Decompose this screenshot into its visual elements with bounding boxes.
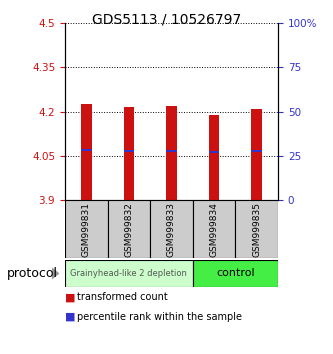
Bar bbox=[65, 200, 108, 258]
Bar bbox=[81, 149, 92, 152]
Bar bbox=[193, 260, 278, 287]
Bar bbox=[150, 200, 193, 258]
Text: percentile rank within the sample: percentile rank within the sample bbox=[77, 312, 241, 322]
Text: Grainyhead-like 2 depletion: Grainyhead-like 2 depletion bbox=[71, 269, 187, 278]
Text: GSM999835: GSM999835 bbox=[252, 202, 261, 257]
Bar bbox=[65, 260, 193, 287]
Bar bbox=[251, 109, 262, 200]
Bar bbox=[209, 115, 219, 200]
Bar bbox=[81, 104, 92, 200]
Bar bbox=[124, 107, 134, 200]
Bar bbox=[235, 200, 278, 258]
Bar bbox=[124, 150, 134, 152]
Text: GSM999833: GSM999833 bbox=[167, 202, 176, 257]
Bar bbox=[166, 150, 177, 152]
Bar bbox=[209, 151, 219, 153]
Text: GSM999832: GSM999832 bbox=[124, 202, 134, 257]
Bar bbox=[193, 200, 235, 258]
Bar bbox=[166, 106, 177, 200]
Text: GSM999831: GSM999831 bbox=[82, 202, 91, 257]
Bar bbox=[108, 200, 150, 258]
Polygon shape bbox=[52, 267, 60, 280]
Bar bbox=[251, 150, 262, 152]
Text: GDS5113 / 10526797: GDS5113 / 10526797 bbox=[92, 12, 241, 27]
Text: ■: ■ bbox=[65, 292, 76, 302]
Text: control: control bbox=[216, 268, 255, 279]
Text: protocol: protocol bbox=[7, 267, 58, 280]
Text: GSM999834: GSM999834 bbox=[209, 202, 219, 257]
Text: transformed count: transformed count bbox=[77, 292, 167, 302]
Text: ■: ■ bbox=[65, 312, 76, 322]
